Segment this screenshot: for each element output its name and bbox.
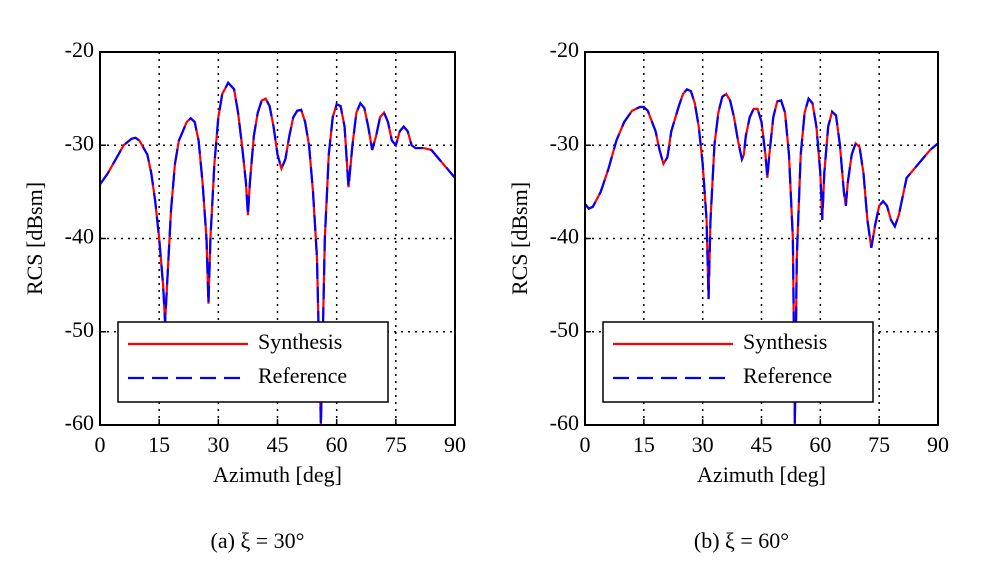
x-tick-label: 0: [580, 432, 591, 457]
x-tick-label: 60: [326, 432, 348, 457]
legend-label: Reference: [258, 363, 347, 388]
legend-box: [602, 321, 874, 403]
y-tick-label: -30: [65, 130, 94, 155]
x-tick-label: 30: [692, 432, 714, 457]
chart-panel: 0 15 30 45 60 75 90 -60 -50 -40 -30 -20 Synthesis Ref…: [507, 37, 949, 553]
x-tick-label: 0: [95, 432, 106, 457]
x-tick-label: 45: [267, 432, 289, 457]
x-tick-label: 45: [751, 432, 773, 457]
x-tick-label: 30: [207, 432, 229, 457]
x-tick-label: 15: [633, 432, 655, 457]
y-tick-label: -30: [550, 130, 579, 155]
legend-box: [117, 321, 389, 403]
y-tick-label: -60: [550, 410, 579, 435]
y-tick-label: -20: [550, 37, 579, 62]
x-tick-label: 15: [148, 432, 170, 457]
chart-panel: 0 15 30 45 60 75 90 -60 -50 -40 -30 -20 Synthesis Ref…: [22, 37, 466, 553]
y-tick-label: -20: [65, 37, 94, 62]
caption: (a) ξ = 30°: [211, 528, 305, 553]
x-tick-label: 75: [868, 432, 890, 457]
legend-label: Reference: [743, 363, 832, 388]
series-line: [100, 80, 455, 425]
y-tick-label: -40: [65, 224, 94, 249]
x-axis-label: Azimuth [deg]: [697, 462, 826, 487]
series-line: [585, 87, 938, 425]
caption: (b) ξ = 60°: [694, 528, 789, 553]
y-tick-label: -50: [65, 317, 94, 342]
y-tick-label: -60: [65, 410, 94, 435]
x-axis-label: Azimuth [deg]: [213, 462, 342, 487]
y-tick-label: -40: [550, 224, 579, 249]
x-tick-label: 90: [444, 432, 466, 457]
x-tick-label: 75: [385, 432, 407, 457]
legend-label: Synthesis: [743, 329, 827, 354]
y-axis-label: RCS [dBsm]: [22, 182, 47, 295]
legend-label: Synthesis: [258, 329, 342, 354]
axes-frame: [584, 51, 939, 426]
x-tick-label: 60: [809, 432, 831, 457]
y-tick-label: -50: [550, 317, 579, 342]
y-axis-label: RCS [dBsm]: [507, 182, 532, 295]
x-tick-label: 90: [927, 432, 949, 457]
axes-frame: [99, 51, 456, 426]
